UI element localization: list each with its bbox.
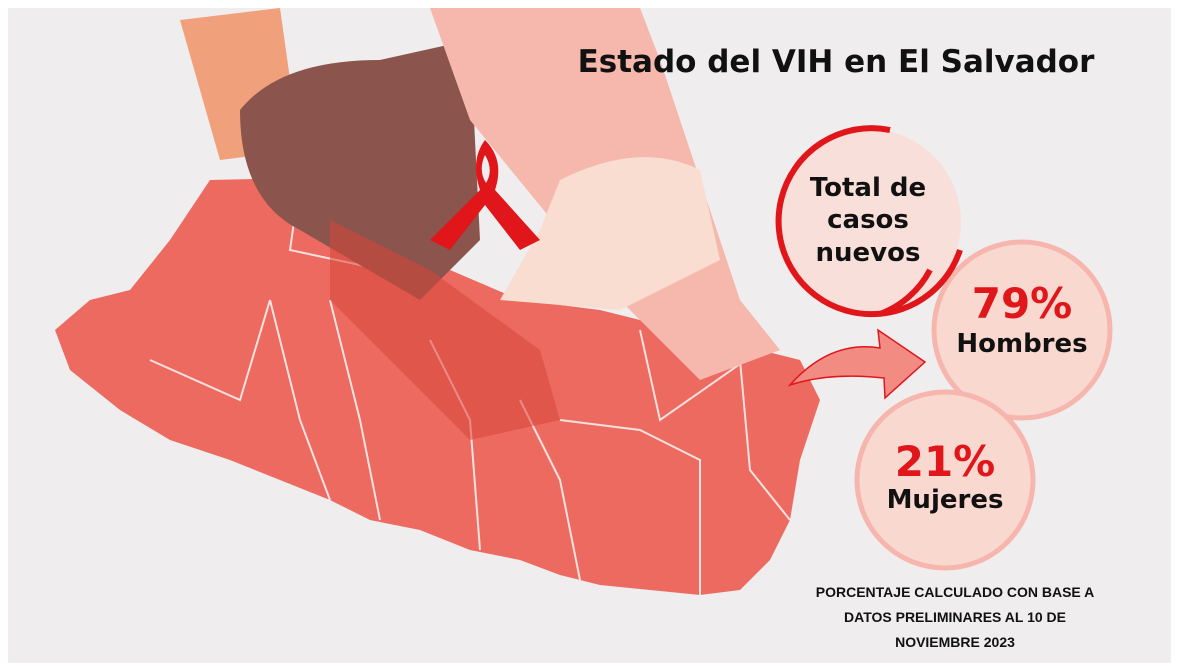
circle	[775, 129, 961, 315]
circle-arc	[775, 125, 963, 318]
label: Mujeres	[887, 485, 1004, 515]
title: Estado del VIH en El Salvador	[578, 44, 1096, 80]
hand	[240, 40, 480, 300]
footnote: DATOS PRELIMINARES AL 10 DE	[844, 609, 1066, 625]
arrow	[787, 328, 927, 400]
circle-arc	[878, 268, 933, 317]
percentage: 79%	[972, 279, 1073, 328]
label: Hombres	[956, 329, 1087, 359]
circle	[931, 239, 1113, 421]
label: nuevos	[816, 238, 921, 268]
footnote: NOVIEMBRE 2023	[895, 634, 1015, 650]
footnote: PORCENTAJE CALCULADO CON BASE A	[816, 584, 1094, 600]
percentage: 21%	[895, 437, 996, 486]
label: Total de	[810, 173, 926, 203]
hand	[500, 157, 720, 310]
hand-shadow	[330, 220, 560, 440]
label: casos	[827, 205, 909, 235]
ribbon	[430, 140, 540, 250]
circle	[854, 389, 1036, 571]
